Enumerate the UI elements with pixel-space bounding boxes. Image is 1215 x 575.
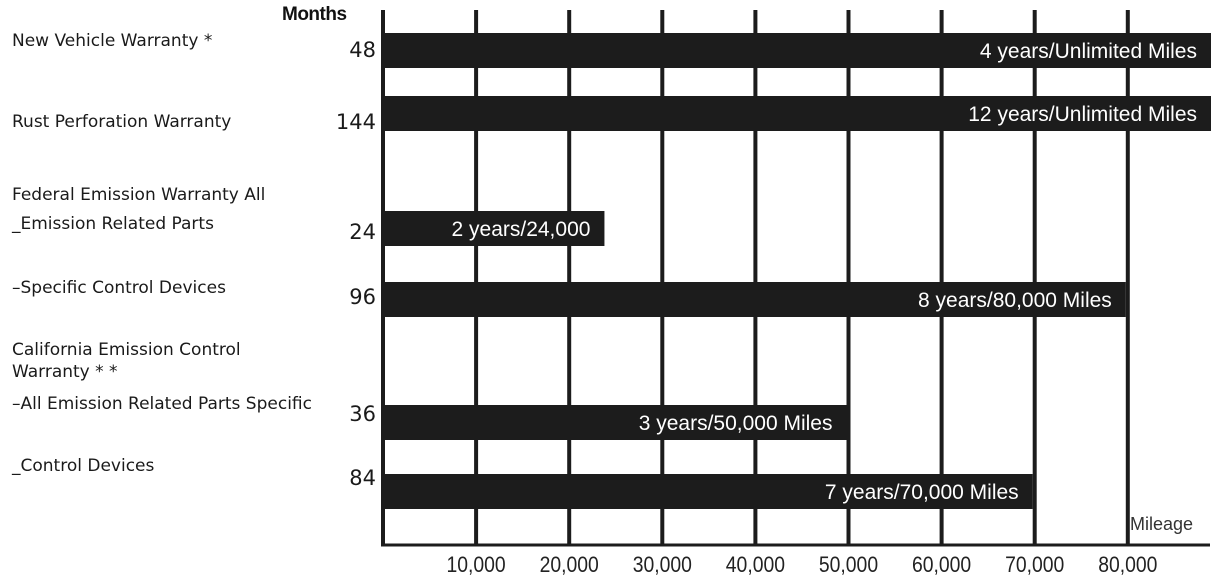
x-tick-label: 80,000 (1098, 553, 1157, 575)
months-value: 84 (349, 466, 376, 490)
months-value: 144 (335, 110, 376, 134)
x-tick-label: 50,000 (819, 553, 878, 575)
bar-label: 8 years/80,000 Miles (918, 289, 1112, 312)
row-label: –All Emission Related Parts Specific (12, 394, 312, 414)
x-tick-label: 70,000 (1005, 553, 1064, 575)
bar (382, 474, 1033, 509)
bar (382, 96, 1211, 131)
bar (382, 282, 1126, 317)
row-label: New Vehicle Warranty * (12, 31, 213, 51)
months-axis-title: Months (282, 4, 347, 25)
bar-label: 2 years/24,000 (452, 218, 591, 241)
x-axis-title: Mileage (1130, 514, 1194, 534)
bar-label: 3 years/50,000 Miles (639, 412, 833, 435)
row-label: California Emission Control Warranty * * (12, 340, 241, 382)
x-tick-label: 30,000 (633, 553, 692, 575)
months-value: 36 (349, 402, 376, 426)
row-label: –Specific Control Devices (12, 278, 226, 298)
row-label: Rust Perforation Warranty (12, 112, 232, 132)
bar (382, 405, 847, 440)
x-tick-label: 10,000 (446, 553, 505, 575)
row-label: Federal Emission Warranty All (12, 185, 266, 205)
row-label: _Control Devices (12, 456, 155, 476)
bar (382, 211, 605, 246)
row-label: _Emission Related Parts (12, 214, 214, 234)
bar (382, 33, 1211, 68)
x-tick-label: 40,000 (726, 553, 785, 575)
x-tick-label: 20,000 (540, 553, 599, 575)
bar-label: 4 years/Unlimited Miles (980, 40, 1197, 63)
months-value: 24 (349, 220, 376, 244)
bar-label: 12 years/Unlimited Miles (968, 103, 1197, 126)
months-value: 48 (349, 38, 376, 62)
months-value: 96 (349, 285, 376, 309)
bar-label: 7 years/70,000 Miles (825, 481, 1019, 504)
x-tick-label: 60,000 (912, 553, 971, 575)
